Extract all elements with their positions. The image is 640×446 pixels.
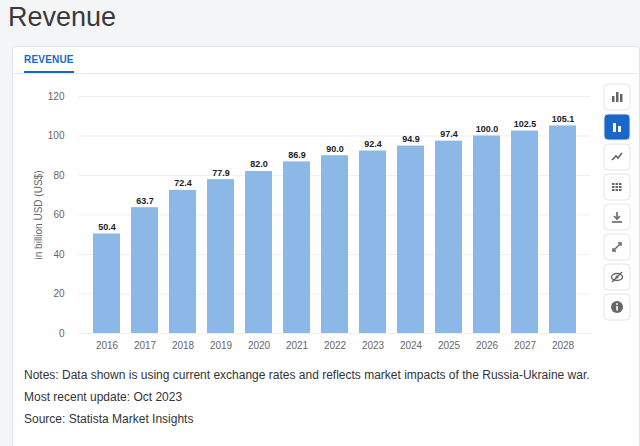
svg-text:80: 80: [53, 170, 65, 181]
svg-text:20: 20: [53, 288, 65, 299]
svg-text:2025: 2025: [438, 340, 461, 351]
svg-text:2022: 2022: [324, 340, 347, 351]
svg-text:94.9: 94.9: [402, 134, 420, 144]
svg-text:2024: 2024: [400, 340, 423, 351]
html-text:Most recent update: Oct 2023: Most recent update: Oct 2023: [24, 390, 183, 404]
svg-text:2020: 2020: [248, 340, 271, 351]
svg-text:40: 40: [53, 249, 65, 260]
svg-text:92.4: 92.4: [364, 139, 382, 149]
html-text:Notes: Data shown is using cur: Notes: Data shown is using current excha…: [24, 368, 590, 382]
svg-text:97.4: 97.4: [440, 129, 458, 139]
html-text:Revenue: Revenue: [8, 2, 117, 32]
svg-text:2018: 2018: [172, 340, 195, 351]
svg-text:102.5: 102.5: [514, 119, 537, 129]
html-text:Source: Statista Market Insigh: Source: Statista Market Insights: [24, 412, 194, 426]
svg-text:60: 60: [53, 209, 65, 220]
svg-text:in billion USD (US$): in billion USD (US$): [33, 171, 44, 260]
svg-text:2016: 2016: [96, 340, 119, 351]
svg-text:2028: 2028: [552, 340, 575, 351]
svg-text:2027: 2027: [514, 340, 537, 351]
svg-text:72.4: 72.4: [174, 178, 192, 188]
svg-text:2021: 2021: [286, 340, 309, 351]
svg-text:120: 120: [48, 91, 65, 102]
svg-text:2017: 2017: [134, 340, 157, 351]
svg-text:2019: 2019: [210, 340, 233, 351]
svg-text:2023: 2023: [362, 340, 385, 351]
svg-text:105.1: 105.1: [552, 114, 575, 124]
svg-text:77.9: 77.9: [212, 168, 230, 178]
svg-text:50.4: 50.4: [98, 222, 116, 232]
svg-text:100.0: 100.0: [476, 124, 499, 134]
svg-text:2026: 2026: [476, 340, 499, 351]
html-text:REVENUE: REVENUE: [24, 54, 74, 65]
svg-text:63.7: 63.7: [136, 196, 154, 206]
svg-text:0: 0: [59, 328, 65, 339]
svg-text:90.0: 90.0: [326, 144, 344, 154]
svg-text:82.0: 82.0: [250, 159, 268, 169]
svg-text:86.9: 86.9: [288, 150, 306, 160]
svg-text:100: 100: [48, 130, 65, 141]
